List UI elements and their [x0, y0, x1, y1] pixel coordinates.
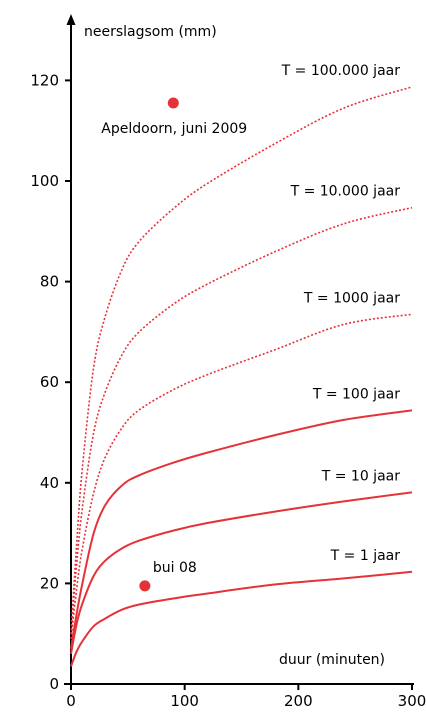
y-tick-label: 40	[40, 474, 59, 492]
return-period-curves: T = 1 jaar T = 10 jaar T = 100 jaar T = 100…	[70, 63, 413, 667]
event-point	[167, 97, 179, 109]
x-tick-label: 100	[170, 692, 199, 710]
series-line	[70, 409, 413, 649]
y-tick-label: 20	[40, 574, 59, 592]
series-line	[70, 570, 413, 667]
series-label: T = 10.000 jaar	[290, 184, 401, 200]
series-line	[70, 86, 413, 634]
x-tick-label: 300	[398, 692, 426, 710]
x-axis-title: duur (minuten)	[279, 652, 385, 668]
event-point	[139, 580, 151, 592]
x-tick-label: 0	[66, 692, 76, 710]
series-label: T = 100 jaar	[312, 386, 400, 402]
y-axis-title: neerslagsom (mm)	[84, 24, 217, 40]
axis-ticks: 0 20 40 60 80 100 120 0 100 200 300	[30, 71, 426, 710]
y-tick-label: 120	[30, 71, 59, 89]
event-points: Apeldoorn, juni 2009 bui 08	[101, 97, 247, 592]
series-label: T = 100.000 jaar	[281, 63, 401, 79]
series-label: T = 10 jaar	[321, 468, 400, 484]
y-tick-label: 60	[40, 373, 59, 391]
y-tick-label: 100	[30, 172, 59, 190]
series-label: T = 1 jaar	[330, 548, 401, 564]
event-point-label: bui 08	[153, 560, 197, 576]
event-point-label: Apeldoorn, juni 2009	[101, 121, 247, 137]
x-tick-label: 200	[284, 692, 313, 710]
y-axis-arrow-icon	[66, 14, 76, 25]
y-tick-label: 80	[40, 273, 59, 291]
y-tick-label: 0	[49, 675, 59, 693]
series-line	[70, 206, 413, 634]
series-line	[70, 491, 413, 654]
series-label: T = 1000 jaar	[303, 290, 400, 306]
y-axis	[66, 14, 76, 689]
